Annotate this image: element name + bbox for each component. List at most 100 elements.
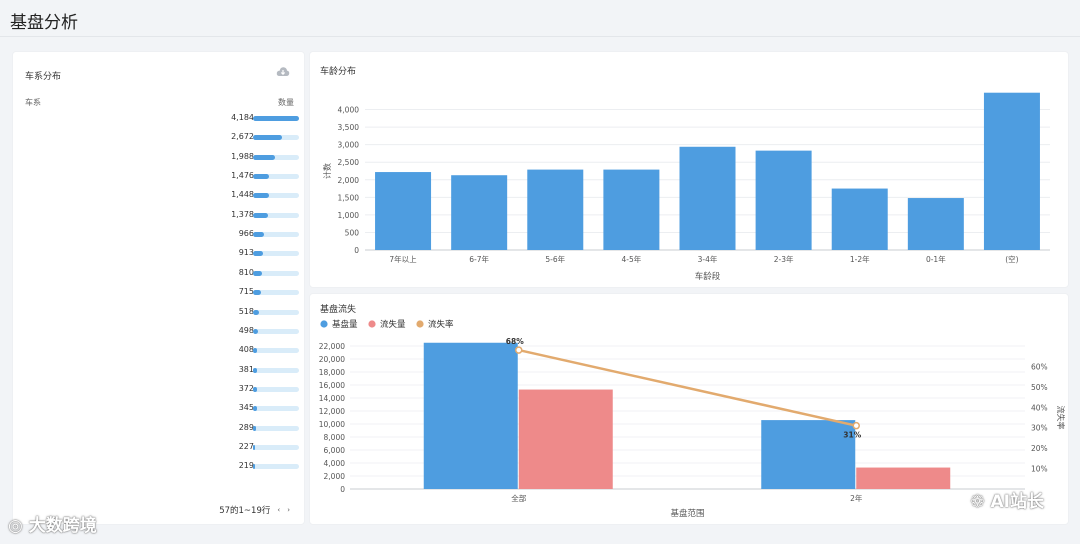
table-row[interactable]: 966 [13,226,306,245]
table-row[interactable]: 4,184 [13,110,306,129]
bar[interactable] [527,169,584,250]
x-tick-label: 4-5年 [622,254,642,264]
y-axis-label: 计数 [322,163,332,179]
row-bar-track [253,251,299,257]
row-bar-fill [253,135,283,141]
table-row[interactable]: 1,476 [13,168,306,187]
table-row[interactable]: 372 [13,381,306,400]
table-row[interactable]: 518 [13,304,306,323]
row-bar-track [253,328,299,334]
loss-rate-point[interactable] [515,346,523,354]
table-row[interactable]: 498 [13,323,306,342]
x-tick-label: 3-4年 [698,254,718,264]
loss-rate-line [518,348,857,427]
row-count: 966 [238,229,254,239]
y-tick-label: 12,000 [319,407,345,416]
bar[interactable] [761,420,856,489]
bar[interactable] [603,169,660,250]
table-row[interactable]: 2,672 [13,129,306,148]
row-count: 2,672 [231,132,254,142]
table-row[interactable]: 345 [13,400,306,419]
row-count: 345 [238,403,254,413]
y2-tick-label: 30% [1031,424,1048,433]
age-distribution-panel: 车龄分布 0 500 1,000 1,500 2,000 2,500 3,000 3,500 4… [309,51,1069,288]
watermark-left: ◎ 大数跨境 [8,516,97,536]
y2-tick-label: 20% [1031,444,1048,453]
row-count: 289 [238,422,254,432]
row-bar-fill [253,367,258,373]
row-count: 810 [238,267,254,277]
row-count: 408 [238,345,254,355]
row-bar-fill [253,406,257,412]
y-tick-label: 8,000 [324,433,346,442]
bar[interactable] [907,198,964,250]
table-row[interactable]: 1,378 [13,207,306,226]
row-count: 4,184 [231,113,254,122]
table-row[interactable]: 1,988 [13,149,306,168]
bar[interactable] [856,467,951,489]
x-tick-label: 6-7年 [469,254,489,264]
table-row[interactable]: 810 [13,265,306,284]
table-row[interactable]: 381 [13,362,306,381]
watermark-right: ❁ AI站长 [970,492,1044,512]
row-bar-track [253,193,299,199]
row-bar-fill [253,290,261,296]
row-bar-track [253,290,299,296]
legend-label[interactable]: 流失率 [428,319,454,330]
data-label: 68% [506,337,524,346]
row-bar-track [253,444,299,450]
bar[interactable] [755,150,812,250]
table-row[interactable]: 289 [13,420,306,439]
table-row[interactable]: 913 [13,245,306,264]
row-bar-fill [253,232,264,238]
base-loss-panel: 基盘流失 基盘量 流失量 流失率 0 2,000 4,000 6,000 8,000 10,00… [309,293,1069,525]
col-header-count[interactable]: 数量 [278,98,294,107]
bar[interactable] [679,146,736,250]
x-tick-label: 1-2年 [850,254,870,264]
bar[interactable] [423,342,518,489]
y2-tick-label: 60% [1031,362,1048,371]
row-bar-fill [253,116,299,121]
cloud-download-icon[interactable] [276,66,290,81]
bar[interactable] [518,389,613,489]
watermark-right-text: AI站长 [990,492,1044,512]
y-tick-label: 0 [354,246,359,255]
bar[interactable] [983,92,1040,250]
row-bar-fill [253,425,257,431]
next-page-icon[interactable]: › [287,506,290,514]
legend-label[interactable]: 流失量 [380,319,406,330]
row-bar-track [253,270,299,276]
table-row[interactable]: 227 [13,439,306,458]
table-row[interactable]: 219 [13,458,306,477]
row-bar-fill [253,348,258,354]
bar[interactable] [375,172,432,250]
table-row[interactable]: 715 [13,284,306,303]
legend-label[interactable]: 基盘量 [332,319,358,330]
row-bar-fill [253,174,270,180]
table-row[interactable]: 408 [13,342,306,361]
page-title: 基盘分析 [10,13,78,33]
x-axis-label: 基盘范围 [670,508,704,519]
row-bar-fill [253,386,258,392]
table-row[interactable]: 1,448 [13,187,306,206]
row-count: 372 [238,383,254,393]
bar[interactable] [451,175,508,250]
row-bar-track [253,174,299,180]
row-bar-track [253,386,299,392]
bar[interactable] [831,188,888,250]
y2-tick-label: 50% [1031,383,1048,392]
prev-page-icon[interactable]: ‹ [277,506,281,514]
legend-marker [320,320,328,328]
row-count: 1,988 [231,151,254,161]
y-tick-label: 20,000 [319,355,345,364]
row-bar-fill [253,444,256,450]
row-count: 498 [238,325,254,335]
row-bar-track [253,116,299,121]
loss-rate-point[interactable] [852,421,860,430]
col-header-series[interactable]: 车系 [25,98,41,107]
y-tick-label: 2,000 [338,176,360,185]
y-tick-label: 1,000 [338,211,360,220]
y-tick-label: 3,500 [338,123,360,132]
x-axis-label: 车龄段 [695,271,721,282]
x-tick-label: (空) [1005,254,1018,264]
